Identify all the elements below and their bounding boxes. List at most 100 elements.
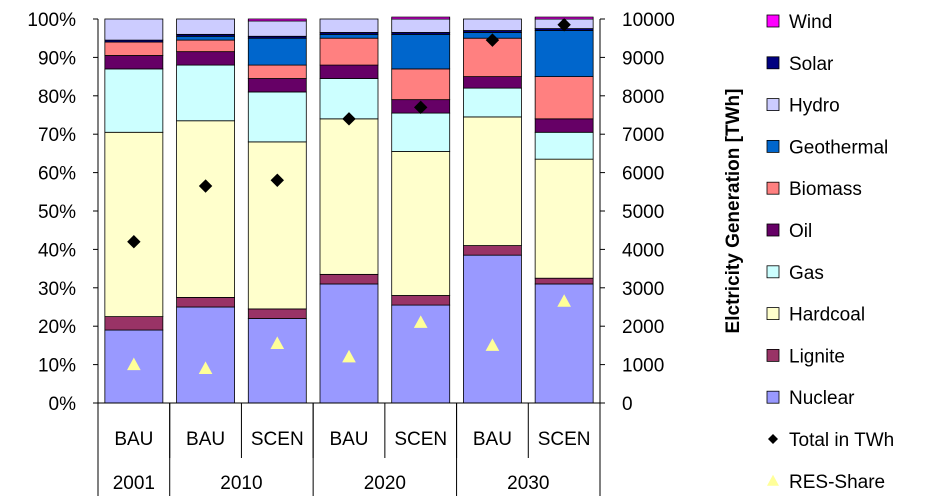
marker-total-4 — [414, 100, 428, 115]
right-tick-label: 8000 — [622, 87, 664, 108]
bar-segment-hardcoal-3 — [319, 118, 379, 275]
legend-swatch-solar — [766, 56, 780, 70]
legend-swatch-res-share — [767, 474, 779, 486]
year-label: 2020 — [364, 473, 406, 494]
bar-segment-nuclear-1 — [176, 306, 235, 404]
left-tick-label: 0% — [49, 394, 77, 415]
legend-label-gas: Gas — [789, 263, 824, 284]
bar-segment-geothermal-1 — [176, 35, 235, 41]
legend-label-wind: Wind — [789, 12, 832, 33]
marker-total-1 — [198, 179, 213, 193]
bar-segment-hydro-2 — [247, 20, 307, 37]
bar-segment-gas-6 — [534, 131, 594, 160]
bar-segment-gas-4 — [391, 112, 451, 152]
scenario-label: SCEN — [394, 429, 447, 450]
right-tick-label: 10000 — [622, 10, 675, 31]
bar-segment-biomass-1 — [176, 39, 235, 53]
category-axis: BAU BAU SCEN BAU SCEN BAU SCEN 2001 2010 2020 2030 — [97, 403, 601, 496]
year-label: 2030 — [507, 473, 549, 494]
bar-segment-hardcoal-4 — [391, 151, 451, 296]
marker-total-2 — [270, 173, 284, 187]
bar-segment-oil-3 — [319, 64, 379, 79]
bar-segment-geothermal-3 — [319, 33, 379, 39]
legend-label-total-in-twh: Total in TWh — [789, 430, 894, 451]
right-axis-label: Elctricity Generation [TWh] — [723, 89, 744, 334]
bar-segment-lignite-0 — [104, 316, 164, 331]
bar-segment-hardcoal-0 — [104, 131, 164, 318]
bar-segment-nuclear-3 — [319, 283, 379, 404]
bar-segment-hardcoal-6 — [534, 158, 594, 279]
bar-segment-oil-6 — [534, 118, 594, 133]
scenario-label: BAU — [329, 429, 368, 450]
bar-segment-gas-2 — [247, 91, 307, 143]
bar-segment-hardcoal-5 — [463, 116, 522, 246]
legend-label-res-share: RES-Share — [789, 472, 885, 493]
bar-segment-biomass-2 — [247, 64, 307, 79]
marker-res-share-3 — [342, 349, 356, 363]
legend-label-biomass: Biomass — [789, 179, 862, 200]
bar-segment-nuclear-5 — [463, 254, 522, 404]
bar-segment-nuclear-2 — [247, 318, 307, 404]
legend-swatch-biomass — [766, 181, 780, 195]
bar-segment-oil-0 — [104, 55, 164, 70]
left-tick-label: 80% — [38, 87, 76, 108]
bar-segment-lignite-1 — [176, 296, 235, 308]
left-tick-label: 90% — [38, 48, 76, 69]
bar-segment-hydro-5 — [463, 18, 522, 31]
right-tick-label: 9000 — [622, 48, 664, 69]
left-tick-label: 40% — [38, 240, 76, 261]
legend-swatch-wind — [766, 14, 780, 28]
left-tick-label: 100% — [27, 10, 76, 31]
bar-segment-wind-4 — [391, 16, 451, 20]
left-tick-label: 20% — [38, 317, 76, 338]
legend-swatch-gas — [766, 265, 780, 279]
bar-segment-gas-1 — [176, 64, 235, 122]
marker-res-share-1 — [198, 361, 213, 374]
axes-layer: 0% 10% 20% 30% 40% 50% 60% 70% 80% 90% 100% 0 1000 20… — [27, 10, 674, 415]
right-tick-label: 0 — [622, 394, 633, 415]
bar-segment-hydro-3 — [319, 18, 379, 33]
bar-segment-lignite-5 — [463, 245, 522, 256]
legend-label-geothermal: Geothermal — [789, 137, 888, 158]
bar-segment-hardcoal-1 — [176, 120, 235, 298]
legend-swatch-geothermal — [766, 139, 780, 153]
left-tick-label: 60% — [38, 164, 76, 185]
bar-segment-geothermal-6 — [534, 30, 594, 78]
legend-label-hardcoal: Hardcoal — [789, 305, 865, 326]
bar-segment-oil-2 — [247, 78, 307, 93]
bars-layer — [104, 16, 594, 404]
bar-segment-oil-5 — [463, 76, 522, 89]
bar-segment-geothermal-4 — [391, 33, 451, 70]
legend: Wind Solar Hydro Geothermal Biomass Oil Gas Har… — [766, 12, 894, 493]
bar-segment-hydro-1 — [176, 18, 235, 35]
right-tick-label: 3000 — [622, 279, 664, 300]
right-tick-label: 2000 — [622, 317, 664, 338]
marker-res-share-5 — [485, 338, 500, 351]
bar-segment-lignite-6 — [534, 277, 594, 285]
legend-label-lignite: Lignite — [789, 346, 845, 367]
bar-segment-lignite-2 — [247, 308, 307, 319]
legend-swatch-lignite — [766, 348, 780, 362]
bar-segment-hydro-4 — [391, 18, 451, 33]
legend-swatch-oil — [766, 223, 780, 237]
bar-segment-biomass-0 — [104, 41, 164, 56]
legend-label-oil: Oil — [789, 221, 812, 242]
legend-swatch-hardcoal — [766, 307, 780, 321]
legend-swatch-hydro — [766, 98, 780, 111]
bar-segment-hydro-0 — [104, 18, 164, 41]
marker-res-share-6 — [557, 294, 571, 307]
marker-total-0 — [127, 235, 141, 249]
legend-label-hydro: Hydro — [789, 96, 840, 117]
left-tick-label: 50% — [38, 202, 76, 223]
bar-segment-oil-1 — [176, 51, 235, 66]
year-label: 2001 — [113, 473, 155, 494]
bar-segment-lignite-3 — [319, 273, 379, 285]
bar-segment-hardcoal-2 — [247, 141, 307, 310]
bar-segment-gas-5 — [463, 87, 522, 118]
legend-label-nuclear: Nuclear — [789, 388, 855, 409]
legend-swatch-total-in-twh — [768, 434, 778, 444]
marker-res-share-2 — [270, 336, 285, 349]
right-tick-label: 7000 — [622, 125, 664, 146]
legend-label-solar: Solar — [789, 54, 834, 75]
